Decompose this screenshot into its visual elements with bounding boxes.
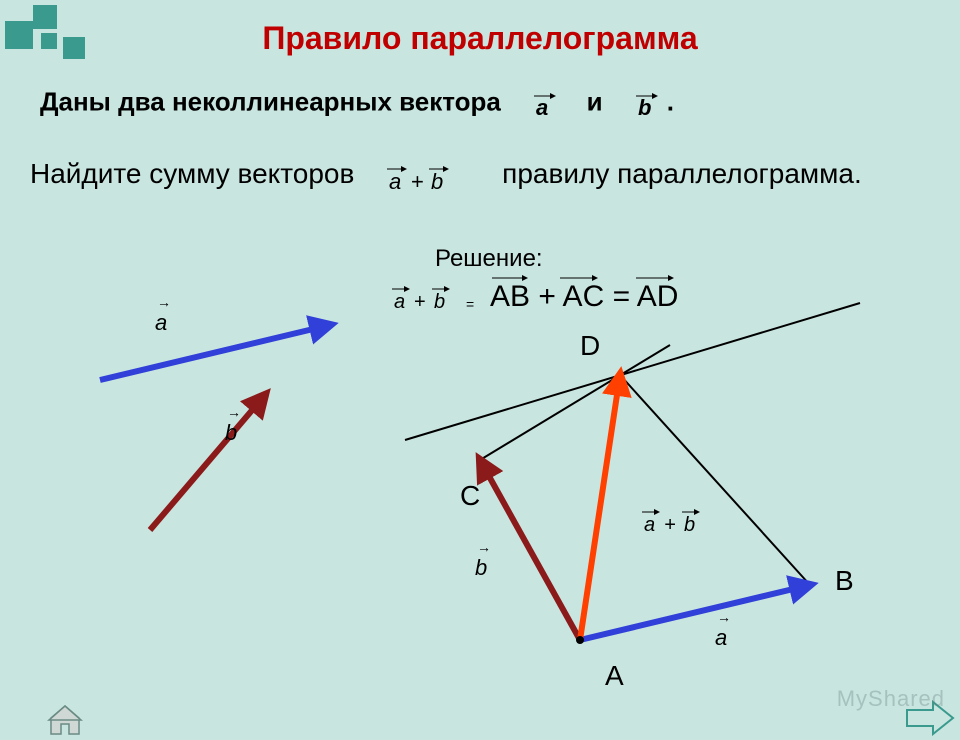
lbl-C: C xyxy=(460,480,480,512)
vector-diagram xyxy=(0,0,960,720)
lbl-diag-b: b xyxy=(475,555,487,581)
lbl-diag-ab: a + b xyxy=(640,505,710,545)
lbl-diag-a: a xyxy=(715,625,727,651)
lbl-left-a: a xyxy=(155,310,167,336)
svg-text:+: + xyxy=(664,514,676,536)
lbl-B: B xyxy=(835,565,854,597)
svg-text:b: b xyxy=(684,514,695,536)
lbl-left-b: b xyxy=(225,420,237,446)
watermark: MyShared xyxy=(837,686,945,712)
lbl-D: D xyxy=(580,330,600,362)
svg-text:a: a xyxy=(644,514,655,536)
lbl-A: A xyxy=(605,660,624,692)
